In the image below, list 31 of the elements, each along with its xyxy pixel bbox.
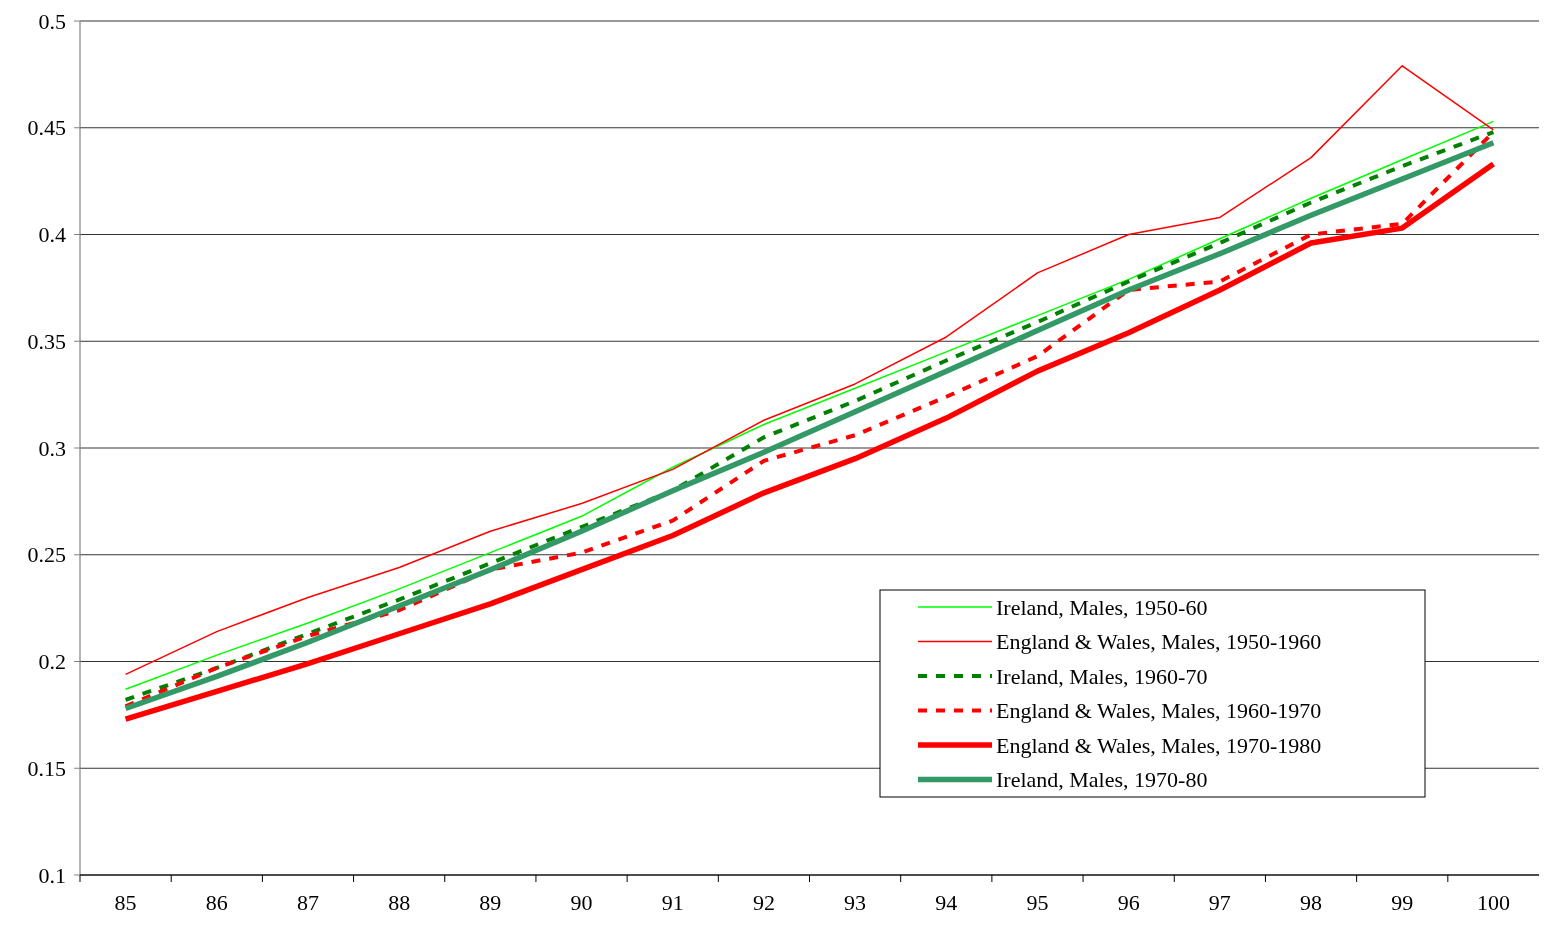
x-tick-label: 96 bbox=[1117, 890, 1140, 915]
y-tick-label: 0.2 bbox=[38, 649, 66, 675]
legend-label: Ireland, Males, 1950-60 bbox=[996, 594, 1208, 620]
x-tick-label: 95 bbox=[1026, 890, 1049, 915]
y-tick-label: 0.4 bbox=[38, 222, 66, 248]
y-tick-label: 0.1 bbox=[38, 862, 66, 888]
legend-label: Ireland, Males, 1970-80 bbox=[996, 767, 1208, 793]
x-tick-label: 90 bbox=[570, 890, 593, 915]
y-tick-label: 0.3 bbox=[38, 435, 66, 461]
x-tick-label: 91 bbox=[661, 890, 684, 915]
x-tick-label: 97 bbox=[1208, 890, 1231, 915]
legend-label: England & Wales, Males, 1960-1970 bbox=[996, 698, 1322, 724]
legend-label: England & Wales, Males, 1970-1980 bbox=[996, 732, 1322, 758]
y-tick-label: 0.35 bbox=[27, 328, 66, 354]
y-tick-label: 0.15 bbox=[27, 755, 66, 781]
x-tick-label: 85 bbox=[114, 890, 137, 915]
x-tick-label: 99 bbox=[1391, 890, 1414, 915]
x-tick-label: 100 bbox=[1476, 890, 1510, 915]
x-tick-label: 92 bbox=[752, 890, 775, 915]
x-tick-label: 94 bbox=[935, 890, 958, 915]
y-tick-label: 0.45 bbox=[27, 115, 66, 141]
x-tick-label: 87 bbox=[296, 890, 319, 915]
y-tick-label: 0.25 bbox=[27, 542, 66, 568]
x-tick-label: 98 bbox=[1300, 890, 1323, 915]
x-tick-label: 93 bbox=[844, 890, 867, 915]
x-tick-label: 88 bbox=[388, 890, 411, 915]
y-tick-label: 0.5 bbox=[38, 8, 66, 34]
x-tick-label: 86 bbox=[205, 890, 228, 915]
x-tick-label: 89 bbox=[479, 890, 502, 915]
legend-label: England & Wales, Males, 1950-1960 bbox=[996, 629, 1322, 655]
legend-label: Ireland, Males, 1960-70 bbox=[996, 663, 1208, 689]
